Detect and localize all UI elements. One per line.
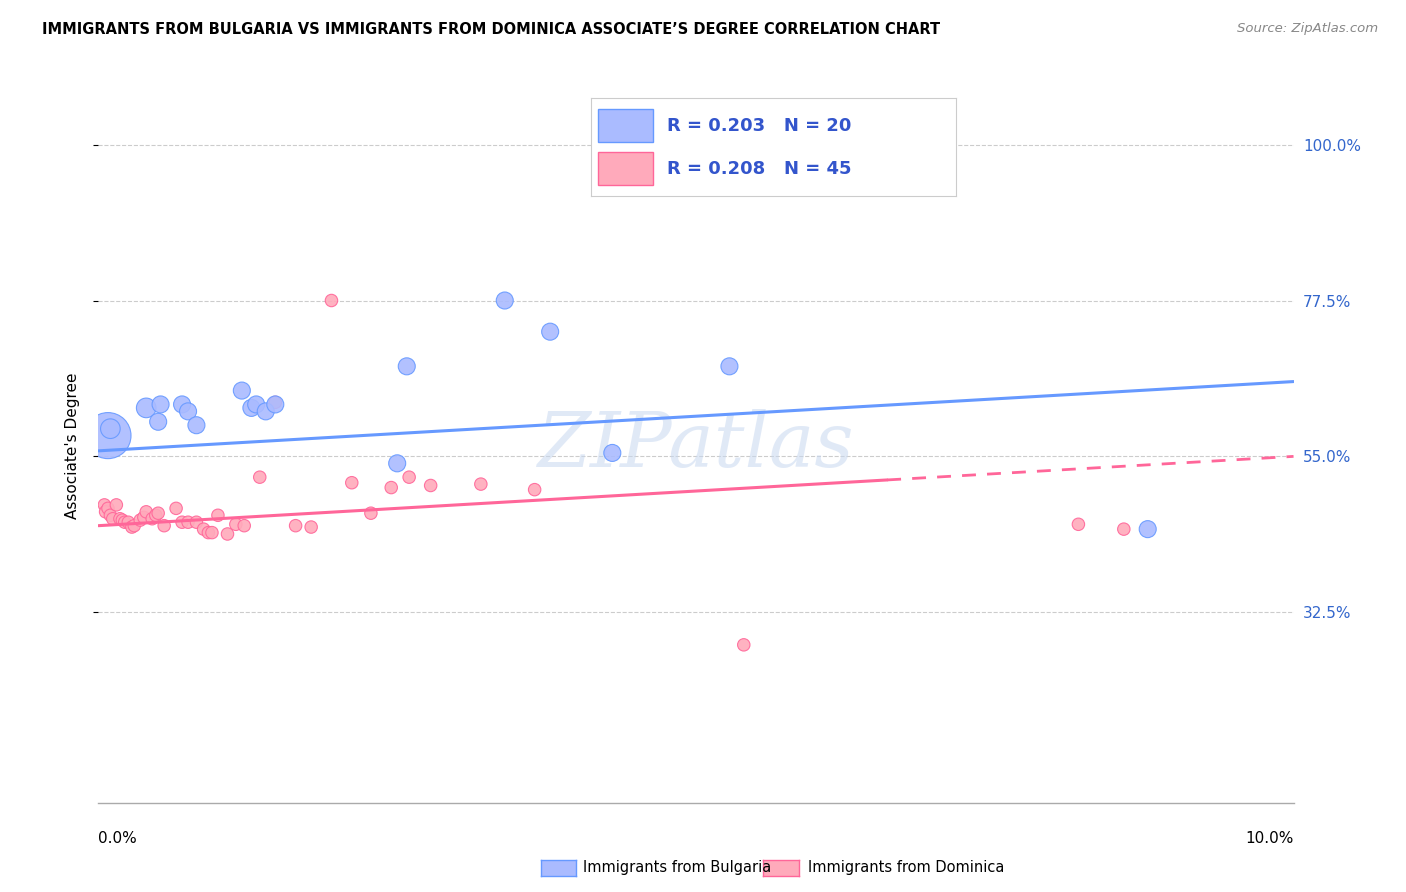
Point [264,395,287,409]
Point [340,475,363,490]
Point [207,508,229,523]
Point [264,397,287,411]
Point [97,501,120,516]
Point [186,418,208,433]
Point [523,483,546,497]
Text: ZIPatlas: ZIPatlas [537,409,855,483]
Text: IMMIGRANTS FROM BULGARIA VS IMMIGRANTS FROM DOMINICA ASSOCIATE’S DEGREE CORRELAT: IMMIGRANTS FROM BULGARIA VS IMMIGRANTS F… [42,22,941,37]
Text: Source: ZipAtlas.com: Source: ZipAtlas.com [1237,22,1378,36]
Point [153,518,176,533]
Point [733,638,755,652]
Point [201,525,224,540]
Point [240,401,263,415]
Y-axis label: Associate's Degree: Associate's Degree [65,373,80,519]
Point [1112,522,1135,536]
Point [186,515,208,529]
Point [231,384,253,398]
Point [100,508,122,523]
Point [254,404,277,418]
Point [395,359,418,374]
Point [114,515,136,529]
Point [177,515,200,529]
Point [101,512,124,526]
Point [470,477,492,491]
Point [93,498,115,512]
Point [172,515,194,529]
Point [149,397,172,411]
Point [419,478,441,492]
Point [718,359,741,374]
Text: R = 0.203   N = 20: R = 0.203 N = 20 [668,117,852,135]
Text: 10.0%: 10.0% [1246,831,1294,846]
Point [121,520,143,534]
Point [94,505,117,519]
Point [141,512,163,526]
Point [602,446,624,460]
Point [380,481,402,495]
FancyBboxPatch shape [598,109,652,142]
Point [360,506,382,520]
Text: Immigrants from Bulgaria: Immigrants from Bulgaria [583,860,772,874]
Point [129,513,152,527]
Point [148,415,170,429]
Point [135,401,157,415]
Point [105,498,128,512]
Text: 0.0%: 0.0% [98,831,138,846]
Point [284,518,307,533]
Point [165,501,187,516]
Point [148,506,170,520]
Point [132,510,155,524]
Text: R = 0.208   N = 45: R = 0.208 N = 45 [668,160,852,178]
Point [538,325,561,339]
Point [172,397,194,411]
Text: Immigrants from Dominica: Immigrants from Dominica [808,860,1005,874]
Point [197,525,219,540]
FancyBboxPatch shape [598,152,652,186]
Point [1067,517,1090,532]
Point [124,518,146,533]
Point [177,404,200,418]
Point [299,520,322,534]
Point [135,505,157,519]
Point [233,518,256,533]
Point [145,508,167,523]
Point [245,397,267,411]
Point [321,293,343,308]
Point [225,517,247,532]
Point [97,428,120,442]
Point [117,515,139,529]
Point [193,522,215,536]
Point [249,470,271,484]
Point [111,513,134,527]
Point [385,456,409,470]
Point [494,293,516,308]
Point [1136,522,1159,536]
Point [398,470,420,484]
Point [108,512,131,526]
Point [100,422,122,436]
Point [217,527,239,541]
